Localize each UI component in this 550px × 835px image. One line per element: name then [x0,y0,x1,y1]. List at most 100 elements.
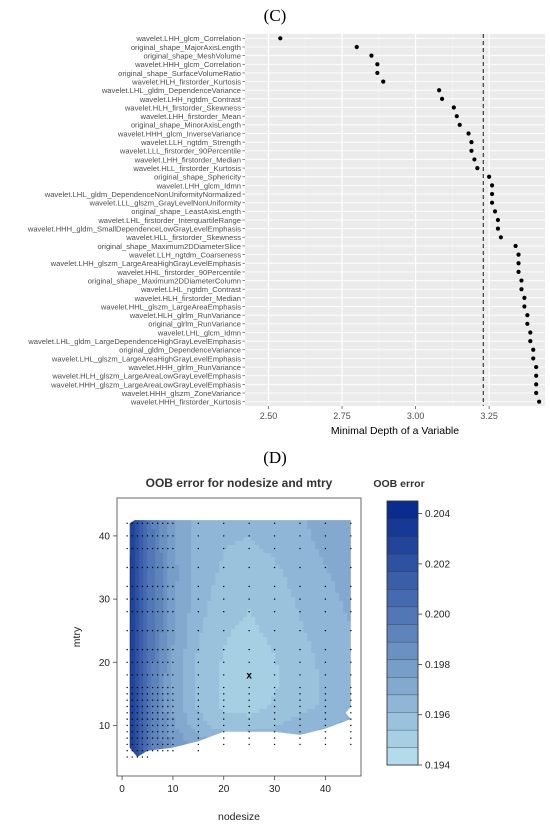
heatmap-cell [167,612,172,618]
heatmap-cell [291,660,296,666]
heatmap-cell [307,672,312,678]
heatmap-cell [135,556,140,562]
grid-dot [197,566,200,569]
heatmap-cell [183,536,188,542]
heatmap-cell [147,700,152,706]
heatmap-cell [255,632,260,638]
heatmap-cell [175,636,180,642]
heatmap-cell [131,580,136,586]
data-point [531,347,536,352]
heatmap-cell [139,520,144,526]
heatmap-cell [129,540,132,546]
grid-dot [162,629,164,632]
grid-dot [273,585,276,588]
heatmap-cell [255,660,260,666]
heatmap-cell [283,700,288,706]
heatmap-cell [163,524,168,530]
heatmap-cell [259,648,264,654]
heatmap-cell [179,708,184,714]
heatmap-cell [139,560,144,566]
heatmap-cell [335,692,340,698]
heatmap-cell [195,568,200,574]
heatmap-cell [303,648,308,654]
heatmap-cell [231,628,236,634]
heatmap-cell [327,524,332,530]
heatmap-cell [323,556,328,562]
heatmap-cell [299,548,304,554]
heatmap-cell [231,560,236,566]
heatmap-cell [287,524,292,530]
heatmap-cell [315,600,320,606]
grid-dot [273,705,276,708]
heatmap-cell [171,688,176,694]
heatmap-cell [339,672,344,678]
heatmap-cell [191,640,196,646]
heatmap-cell [327,528,332,534]
heatmap-cell [147,544,152,550]
heatmap-cell [187,620,192,626]
heatmap-cell [323,660,328,666]
grid-dot [131,611,133,613]
grid-dot [273,712,276,714]
heatmap-cell [315,708,320,714]
heatmap-cell [323,548,328,554]
variable-label: original_shape_MajorAxisLength [131,43,241,52]
heatmap-cell [275,724,280,730]
grid-dot [131,705,133,708]
heatmap-cell [143,520,148,522]
heatmap-cell [283,708,288,714]
heatmap-cell [319,572,324,578]
heatmap-cell [339,668,344,674]
heatmap-cell [339,548,344,554]
heatmap-cell [243,652,248,658]
heatmap-cell [331,636,336,642]
heatmap-cell [299,628,304,634]
heatmap-cell [335,668,340,674]
heatmap-cell [275,728,280,734]
heatmap-cell [207,524,212,530]
heatmap-cell [307,716,312,722]
heatmap-cell [263,528,268,534]
variable-label: wavelet.LHH_firstorder_Mean [140,112,241,121]
heatmap-cell [235,700,240,706]
heatmap-cell [267,584,272,590]
heatmap-cell [235,624,240,630]
heatmap-cell [215,620,220,626]
heatmap-cell [259,572,264,578]
heatmap-cell [307,520,312,526]
grid-dot [126,731,128,733]
heatmap-cell [135,644,140,650]
heatmap-cell [175,596,180,602]
heatmap-cell [335,700,340,706]
heatmap-cell [159,568,164,574]
heatmap-cell [307,676,312,682]
heatmap-cell [287,532,292,538]
grid-dot [248,535,250,537]
heatmap-cell [319,636,324,642]
heatmap-cell [187,640,192,646]
heatmap-cell [167,548,172,554]
heatmap-cell [343,632,348,638]
heatmap-cell [159,712,164,718]
heatmap-cell [319,620,324,626]
heatmap-cell [135,620,140,626]
grid-dot [299,712,301,714]
grid-dot [324,661,327,663]
data-point [516,261,521,266]
heatmap-cell [155,528,160,534]
heatmap-cell [151,736,156,742]
heatmap-cell [195,620,200,626]
heatmap-cell [267,536,272,542]
heatmap-cell [299,600,304,606]
heatmap-cell [335,716,340,722]
heatmap-cell [263,556,268,562]
heatmap-cell [307,524,312,530]
heatmap-cell [335,664,340,670]
heatmap-cell [219,724,224,730]
heatmap-cell [215,712,220,718]
heatmap-cell [275,548,280,554]
heatmap-cell [191,684,196,690]
heatmap-cell [143,540,148,546]
heatmap-cell [319,644,324,650]
heatmap-cell [219,664,224,670]
